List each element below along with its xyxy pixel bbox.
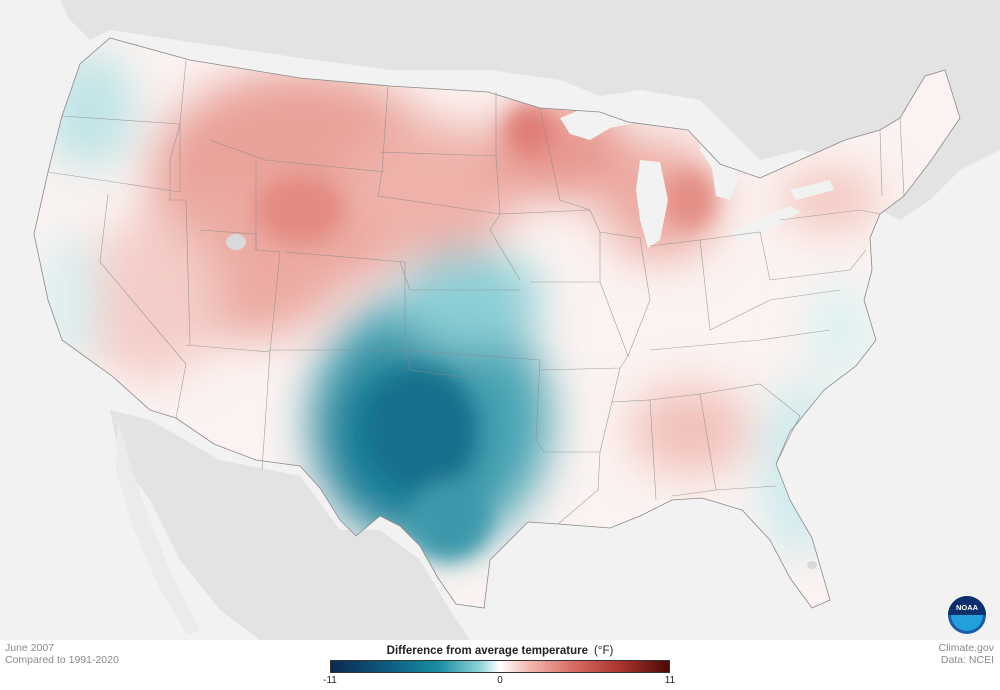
noaa-logo-text: NOAA bbox=[955, 603, 979, 612]
legend-title-text: Difference from average temperature bbox=[386, 645, 589, 657]
scale-mid-label: 0 bbox=[497, 675, 503, 686]
noaa-logo-wave bbox=[951, 615, 983, 631]
us-outline bbox=[33, 37, 961, 609]
scale-max-label: 11 bbox=[664, 675, 676, 686]
scale-min-label: -11 bbox=[323, 675, 337, 686]
credit-site: Climate.gov bbox=[938, 642, 994, 654]
caption-date: June 2007 bbox=[5, 642, 55, 654]
noaa-logo: NOAA bbox=[948, 596, 986, 634]
baja-peninsula bbox=[116, 420, 200, 635]
lake-ontario bbox=[790, 180, 834, 200]
color-scale-bar bbox=[330, 660, 670, 673]
caption-baseline: Compared to 1991-2020 bbox=[5, 654, 119, 666]
state-borders bbox=[47, 59, 905, 525]
credit-data: Data: NCEI bbox=[940, 654, 994, 666]
lake-michigan bbox=[636, 160, 668, 248]
footer: June 2007 Compared to 1991-2020 Differen… bbox=[0, 640, 1000, 690]
legend-title: Difference from average temperature (°F) bbox=[0, 645, 1000, 657]
noaa-logo-sky bbox=[948, 596, 986, 615]
canada-landmass bbox=[60, 0, 1000, 220]
lake-huron bbox=[700, 130, 742, 200]
lake-erie bbox=[730, 206, 800, 244]
caption: June 2007 Compared to 1991-2020 bbox=[5, 642, 119, 666]
legend-unit: (°F) bbox=[594, 645, 614, 657]
credits: Climate.gov Data: NCEI bbox=[939, 642, 994, 666]
lake-superior bbox=[560, 98, 665, 140]
temperature-anomaly-map bbox=[33, 0, 1000, 640]
mexico-landmass bbox=[110, 410, 470, 640]
